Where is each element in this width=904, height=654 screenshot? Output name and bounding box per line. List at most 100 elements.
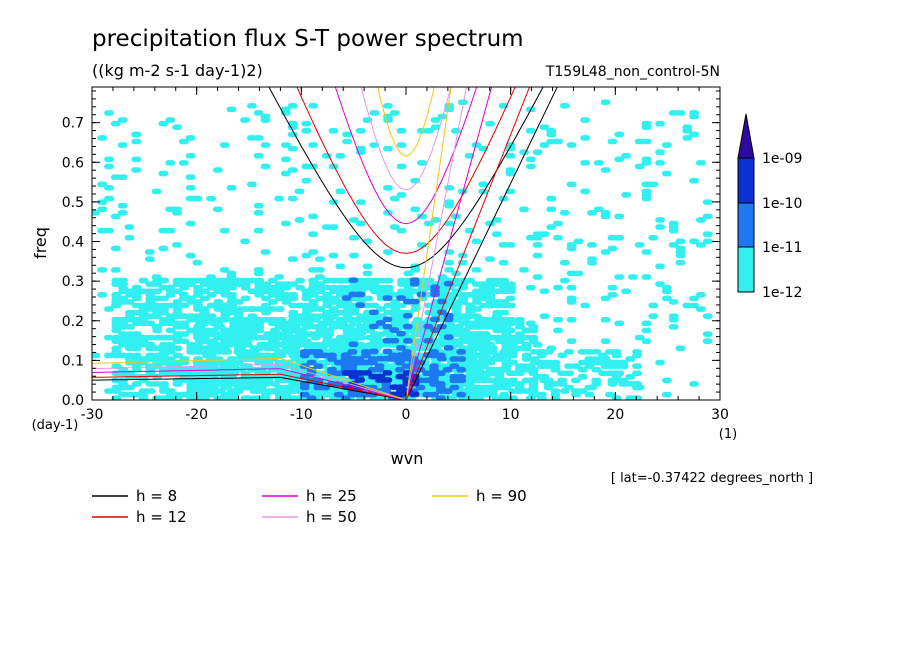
spectrum-cell bbox=[349, 217, 359, 223]
spectrum-cell bbox=[627, 274, 638, 280]
spectrum-cell bbox=[151, 188, 162, 195]
spectrum-cell bbox=[355, 291, 366, 298]
spectrum-cell bbox=[632, 363, 642, 369]
spectrum-cell bbox=[580, 135, 591, 141]
spectrum-cell bbox=[499, 299, 510, 305]
spectrum-cell bbox=[491, 334, 502, 341]
spectrum-cell bbox=[333, 391, 344, 398]
spectrum-cell bbox=[501, 331, 512, 337]
spectrum-cell bbox=[505, 167, 516, 173]
spectrum-cell bbox=[465, 277, 476, 284]
spectrum-cell bbox=[124, 299, 135, 305]
spectrum-cell bbox=[435, 395, 446, 400]
spectrum-cell bbox=[349, 252, 359, 259]
spectrum-cell bbox=[165, 388, 176, 394]
spectrum-cell bbox=[222, 349, 233, 355]
spectrum-cell bbox=[348, 341, 359, 348]
spectrum-cell bbox=[702, 238, 713, 245]
spectrum-cell bbox=[172, 242, 182, 248]
spectrum-cell bbox=[186, 295, 197, 302]
spectrum-cell bbox=[253, 227, 264, 234]
spectrum-cell bbox=[308, 103, 319, 109]
spectrum-cell bbox=[206, 356, 216, 362]
spectrum-cell bbox=[655, 120, 665, 127]
rossby-wave-curve bbox=[92, 373, 407, 400]
gravity-wave-curve bbox=[296, 87, 516, 254]
spectrum-cell bbox=[382, 295, 393, 301]
spectrum-cell bbox=[655, 149, 665, 155]
spectrum-cell bbox=[97, 135, 108, 141]
spectrum-cell bbox=[598, 352, 608, 359]
spectrum-cell bbox=[600, 167, 611, 173]
spectrum-cell bbox=[465, 302, 476, 309]
spectrum-cell bbox=[625, 356, 636, 362]
spectrum-cell bbox=[607, 138, 618, 145]
spectrum-cell bbox=[179, 356, 190, 362]
spectrum-cell bbox=[436, 309, 447, 316]
spectrum-cell bbox=[301, 127, 312, 134]
spectrum-cell bbox=[521, 341, 532, 348]
spectrum-cell bbox=[655, 359, 665, 366]
spectrum-cell bbox=[294, 217, 305, 223]
spectrum-cell bbox=[240, 334, 250, 341]
spectrum-cell bbox=[668, 220, 679, 227]
colorbar: 1e-12 1e-11 1e-10 1e-09 bbox=[737, 113, 802, 301]
spectrum-cell bbox=[206, 292, 217, 298]
spectrum-cell bbox=[436, 355, 447, 362]
spectrum-cell bbox=[593, 160, 604, 166]
spectrum-cell bbox=[287, 256, 298, 262]
spectrum-cell bbox=[294, 331, 305, 337]
spectrum-cell bbox=[396, 295, 406, 301]
spectrum-cell bbox=[165, 395, 176, 400]
spectrum-cell bbox=[485, 120, 495, 127]
spectrum-cell bbox=[172, 352, 183, 359]
spectrum-cell bbox=[580, 160, 591, 166]
spectrum-cell bbox=[355, 145, 366, 152]
spectrum-cell bbox=[199, 295, 210, 302]
spectrum-cell bbox=[131, 284, 142, 291]
spectrum-cell bbox=[525, 163, 536, 170]
y-tick-label: 0.7 bbox=[62, 116, 84, 132]
spectrum-cell bbox=[104, 227, 114, 234]
spectrum-cell bbox=[328, 127, 339, 134]
spectrum-cell bbox=[655, 160, 665, 166]
kelvin-line bbox=[405, 87, 558, 400]
spectrum-cell bbox=[287, 195, 298, 202]
spectrum-cell bbox=[328, 306, 339, 312]
spectrum-cell bbox=[553, 138, 563, 145]
spectrum-cell bbox=[110, 302, 121, 309]
spectrum-cell bbox=[689, 381, 699, 387]
spectrum-cell bbox=[559, 277, 570, 284]
spectrum-cell bbox=[587, 210, 597, 216]
spectrum-cell bbox=[104, 388, 114, 394]
spectrum-cell bbox=[491, 395, 502, 400]
spectrum-cell bbox=[199, 320, 210, 327]
spectrum-cell bbox=[641, 327, 652, 334]
spectrum-cell bbox=[521, 352, 532, 359]
spectrum-cell bbox=[104, 156, 114, 163]
spectrum-cell bbox=[306, 395, 317, 400]
spectrum-cell bbox=[505, 142, 516, 148]
spectrum-cell bbox=[242, 352, 253, 359]
spectrum-cell bbox=[158, 277, 169, 284]
spectrum-cell bbox=[632, 395, 642, 400]
spectrum-cell bbox=[396, 302, 407, 309]
spectrum-cell bbox=[253, 381, 264, 387]
spectrum-cell bbox=[566, 295, 577, 302]
spectrum-cell bbox=[449, 363, 460, 369]
spectrum-cell bbox=[144, 256, 155, 262]
spectrum-cell bbox=[267, 334, 278, 341]
spectrum-cell bbox=[532, 341, 543, 348]
spectrum-cell bbox=[641, 120, 652, 127]
spectrum-cell bbox=[308, 249, 319, 255]
spectrum-cell bbox=[417, 160, 427, 166]
spectrum-cell bbox=[430, 217, 441, 223]
spectrum-cell bbox=[382, 370, 393, 376]
spectrum-cell bbox=[178, 160, 189, 166]
spectrum-cell bbox=[634, 163, 645, 170]
spectrum-cell bbox=[131, 138, 142, 145]
spectrum-cell bbox=[328, 224, 339, 230]
spectrum-cell bbox=[453, 324, 464, 330]
spectrum-cell bbox=[375, 320, 386, 326]
spectrum-cell bbox=[668, 242, 679, 248]
